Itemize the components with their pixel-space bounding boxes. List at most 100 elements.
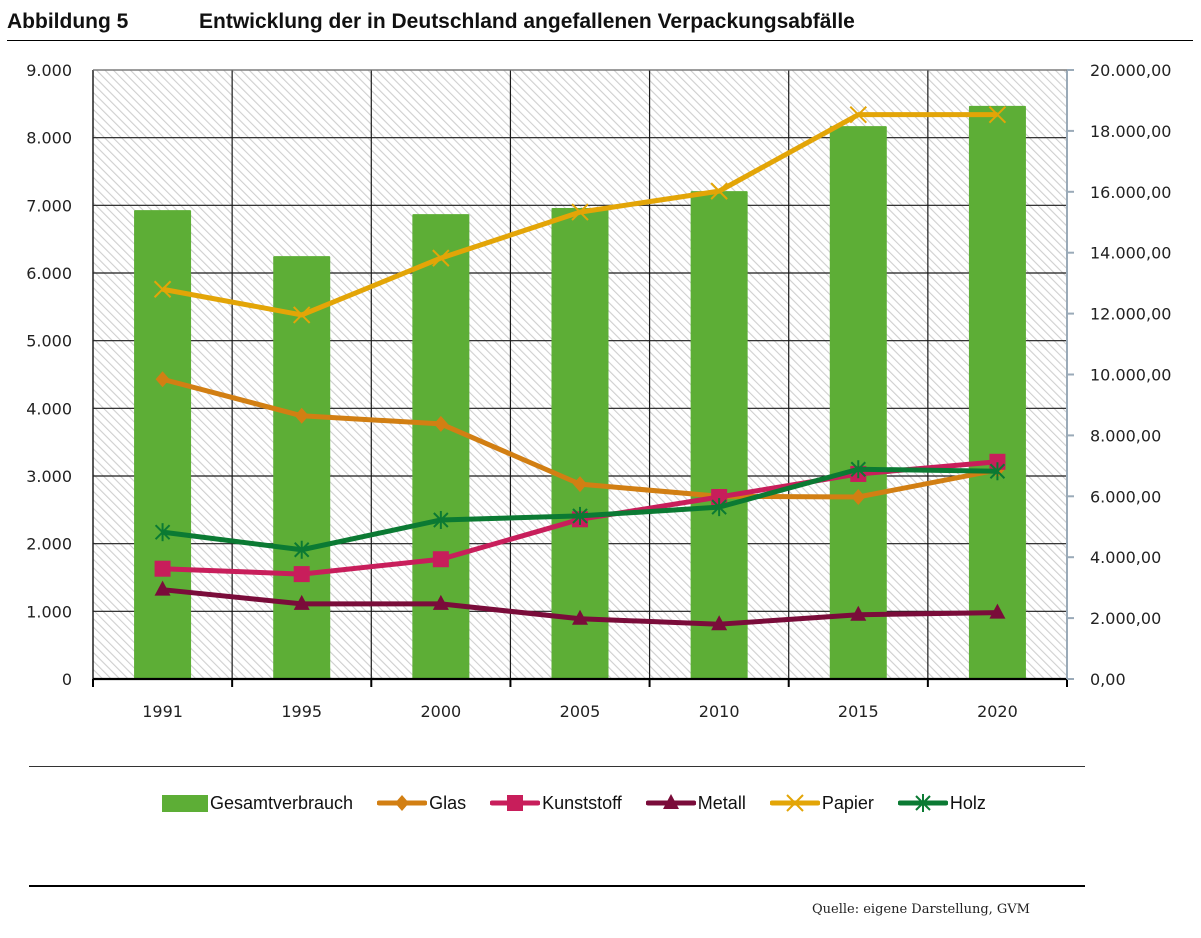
point-holz-2020	[989, 462, 1006, 481]
point-papier-2005	[571, 203, 589, 221]
left-tick-label: 1.000	[26, 602, 72, 621]
series-metall	[154, 580, 1006, 631]
point-papier-2015-stroke	[849, 105, 867, 124]
point-kunststoff-2010	[711, 488, 728, 505]
right-tick-label: 4.000,00	[1090, 548, 1161, 567]
right-tick-label: 12.000,00	[1090, 305, 1171, 324]
legend-marker	[915, 794, 931, 812]
figure-header: Abbildung 5 Entwicklung der in Deutschla…	[7, 4, 1193, 41]
legend-label: Gesamtverbrauch	[210, 792, 354, 813]
left-tick-label: 6.000	[26, 264, 72, 283]
x-tick-label: 2015	[838, 702, 879, 721]
source-note: Quelle: eigene Darstellung, GVM	[811, 902, 1030, 917]
point-holz-2000	[433, 510, 449, 529]
bar-gesamtverbrauch-1995	[273, 256, 331, 679]
series-papier	[153, 105, 1007, 324]
bar-gesamtverbrauch-2005	[551, 208, 609, 680]
point-papier-2010-stroke	[710, 182, 728, 200]
left-tick-label: 2.000	[26, 535, 72, 554]
point-metall-1991	[154, 580, 171, 596]
legend-item-metall: Metall	[645, 792, 746, 814]
right-tick-label: 8.000,00	[1090, 426, 1161, 445]
legend-marker-stroke	[786, 794, 804, 812]
legend-swatch-bar	[162, 794, 208, 812]
point-glas-2000	[433, 415, 448, 432]
x-tick-label: 2005	[560, 702, 601, 721]
x-tick-label: 1991	[142, 702, 183, 721]
legend-marker	[507, 795, 524, 811]
point-kunststoff-2000	[432, 551, 449, 568]
bar-gesamtverbrauch-2015	[829, 126, 887, 679]
figure-title: Entwicklung der in Deutschland angefalle…	[199, 10, 855, 33]
x-tick-label: 2010	[699, 702, 740, 721]
point-metall-2020	[989, 603, 1006, 619]
point-metall-2015	[850, 605, 867, 621]
bar-gesamtverbrauch-2020	[968, 105, 1026, 679]
left-tick-label: 8.000	[26, 129, 72, 148]
point-glas-1995	[294, 407, 309, 424]
legend-marker	[786, 794, 804, 812]
legend-label: Glas	[429, 792, 467, 813]
point-papier-2020-stroke	[988, 105, 1007, 124]
left-tick-label: 9.000	[26, 61, 72, 80]
point-holz-2005	[572, 506, 588, 525]
right-tick-label: 14.000,00	[1090, 244, 1171, 263]
point-holz-1995	[294, 540, 310, 559]
left-tick-label: 3.000	[26, 467, 72, 486]
bar-gesamtverbrauch-1991	[134, 210, 192, 679]
point-papier-2010	[710, 182, 728, 200]
legend-label: Papier	[821, 792, 874, 813]
right-tick-label: 20.000,00	[1090, 61, 1171, 80]
point-papier-1991	[153, 280, 172, 298]
left-tick-label: 5.000	[26, 332, 72, 351]
legend-divider-top	[29, 766, 1085, 767]
x-axis-tick-labels: 1991 1995 2000 2005 2010 2015 2020	[142, 702, 1018, 721]
bar-gesamtverbrauch-2010	[690, 191, 748, 679]
legend-swatch-asterisk-icon	[897, 794, 948, 812]
point-holz-2010	[711, 498, 727, 517]
series-holz	[154, 460, 1006, 559]
legend-marker	[395, 795, 410, 811]
right-tick-label: 10.000,00	[1090, 366, 1171, 385]
line-series	[153, 105, 1007, 631]
legend-item-papier: Papier	[769, 792, 874, 814]
point-kunststoff-2020	[989, 453, 1006, 470]
point-metall-2005	[572, 609, 588, 625]
point-kunststoff-1991	[154, 560, 171, 577]
axes	[92, 69, 1074, 687]
left-tick-label: 0	[62, 670, 72, 689]
point-papier-2000-stroke	[432, 249, 450, 267]
chart: 0 1.000 2.000 3.000 4.000 5.000 6.000 7.000 8.00…	[26, 61, 1171, 721]
legend-item-kunststoff: Kunststoff	[490, 792, 622, 814]
legend-marker	[662, 794, 679, 809]
right-tick-label: 6.000,00	[1090, 487, 1161, 506]
right-tick-label: 0,00	[1090, 670, 1126, 689]
point-metall-2010	[711, 615, 728, 631]
point-papier-2020	[988, 105, 1007, 124]
point-papier-1995-stroke	[293, 306, 311, 324]
legend-item-glas: Glas	[377, 792, 466, 814]
legend-item-gesamtverbrauch: Gesamtverbrauch	[162, 793, 353, 814]
point-glas-2015	[851, 488, 866, 505]
legend-swatch-triangle-icon	[645, 794, 696, 809]
legend-label: Metall	[697, 792, 746, 813]
legend-label: Kunststoff	[542, 792, 622, 813]
point-holz-1991	[154, 523, 171, 542]
point-glas-2005	[573, 476, 587, 493]
x-tick-label: 1995	[281, 702, 322, 721]
legend-label: Holz	[949, 792, 986, 813]
right-tick-label: 16.000,00	[1090, 183, 1171, 202]
legend-swatch-square-icon	[490, 795, 541, 811]
point-papier-2005-stroke	[571, 203, 589, 221]
point-glas-1991	[155, 371, 170, 388]
figure-number: Abbildung 5	[7, 10, 129, 33]
left-tick-label: 4.000	[26, 399, 72, 418]
point-kunststoff-1995	[293, 566, 310, 583]
point-metall-2000	[432, 594, 449, 610]
x-tick-label: 2000	[420, 702, 461, 721]
point-papier-2000	[432, 249, 450, 267]
point-papier-2015	[849, 105, 867, 124]
right-axis-tick-labels: 0,00 2.000,00 4.000,00 6.000,00 8.000,00 10.0…	[1090, 61, 1171, 689]
legend-swatch-x-icon	[769, 794, 820, 812]
right-tick-label: 2.000,00	[1090, 609, 1161, 628]
